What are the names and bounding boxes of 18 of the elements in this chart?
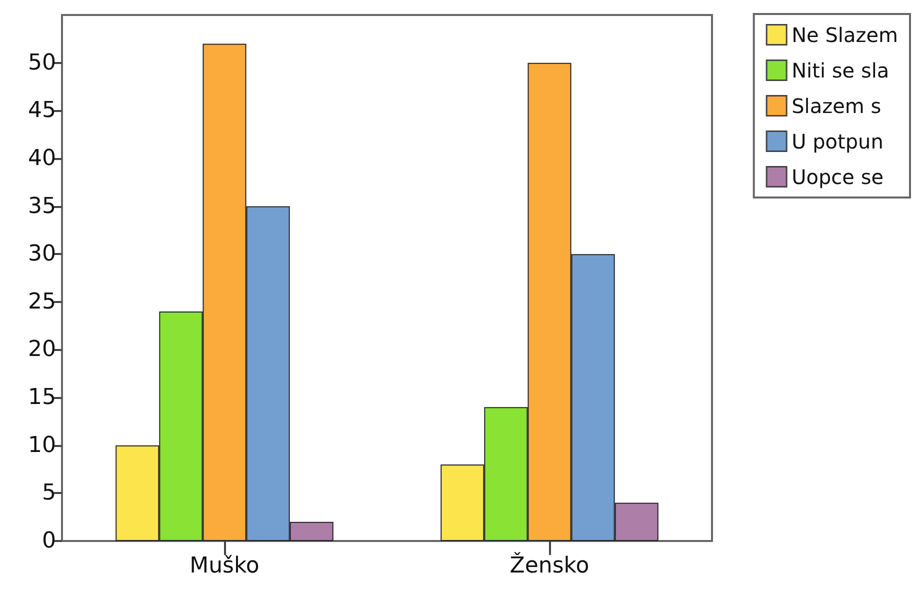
y-tick-label: 15 — [28, 385, 56, 410]
y-tick-label: 20 — [28, 337, 56, 362]
y-tick-label: 0 — [42, 528, 56, 554]
y-tick-label: 30 — [28, 242, 56, 267]
legend-label: Uopce se — [792, 164, 884, 189]
legend-label: U potpun — [792, 129, 884, 154]
x-tick-label: Žensko — [510, 552, 590, 578]
x-tick-label: Muško — [190, 554, 260, 578]
y-tick-label: 25 — [28, 289, 56, 314]
legend-label: Ne Slazem — [792, 22, 898, 47]
legend-label: Niti se sla — [792, 58, 890, 82]
y-tick-label: 10 — [28, 432, 56, 458]
y-tick-label: 40 — [28, 146, 56, 171]
legend-label: Slazem s — [792, 94, 882, 118]
y-tick-label: 50 — [28, 50, 56, 76]
y-tick-label: 5 — [42, 480, 56, 506]
y-tick-label: 35 — [28, 194, 56, 219]
y-tick-label: 45 — [28, 98, 56, 124]
